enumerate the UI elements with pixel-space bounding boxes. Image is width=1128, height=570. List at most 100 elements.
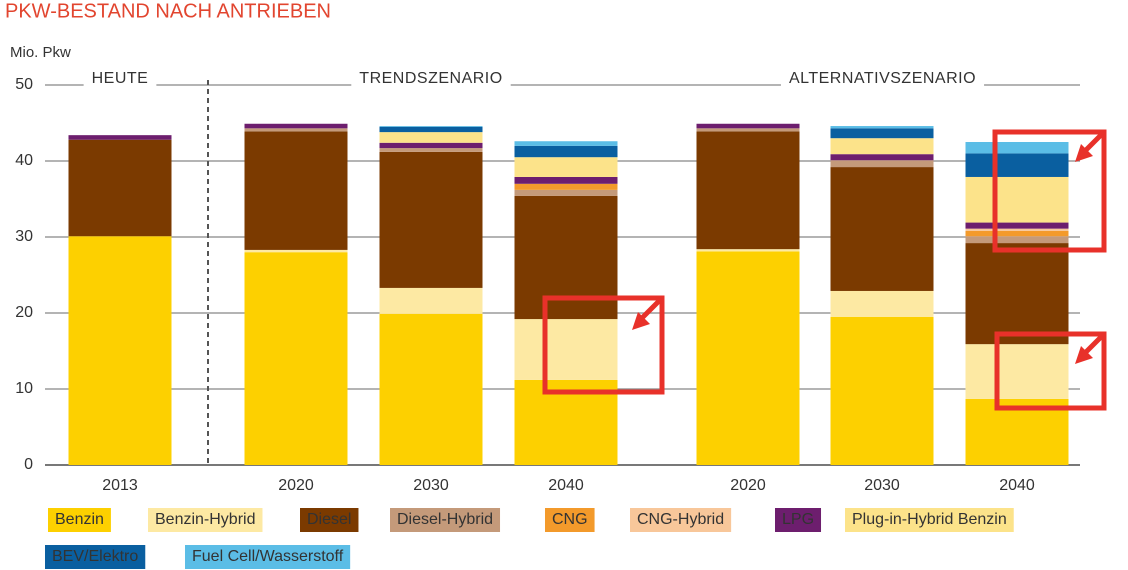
bar-segment bbox=[830, 290, 934, 317]
y-tick-label: 50 bbox=[15, 76, 33, 93]
legend-label: Benzin-Hybrid bbox=[155, 511, 255, 528]
bar-segment bbox=[965, 153, 1069, 177]
bar-segment bbox=[830, 160, 934, 168]
bar-segment bbox=[830, 128, 934, 139]
legend-label: BEV/Elektro bbox=[52, 548, 138, 565]
bar-segment bbox=[514, 145, 618, 158]
arrow bbox=[1082, 334, 1104, 356]
bar-segment bbox=[244, 131, 348, 250]
bar-segment bbox=[379, 287, 483, 314]
legend-swatch bbox=[45, 545, 146, 569]
bar-segment bbox=[830, 167, 934, 291]
bar-segment bbox=[696, 131, 800, 250]
legend-swatch bbox=[775, 508, 822, 532]
bar-segment bbox=[514, 141, 618, 146]
legend-swatch bbox=[185, 545, 351, 569]
group-label-bg bbox=[780, 70, 985, 92]
arrow bbox=[1082, 132, 1104, 154]
bar-segment bbox=[514, 189, 618, 196]
bar-segment bbox=[965, 176, 1069, 223]
bar-segment bbox=[965, 228, 1069, 231]
legend-swatch bbox=[845, 508, 1014, 532]
group-label-bg bbox=[351, 70, 511, 92]
overlay: HEUTE TRENDSZENARIO ALTERNATIVSZENARIO bbox=[83, 70, 985, 92]
arrow-head bbox=[1075, 144, 1093, 162]
bar-segment bbox=[379, 142, 483, 149]
bar-segment bbox=[68, 236, 172, 465]
x-tick-label: 2040 bbox=[999, 477, 1035, 494]
legend-label: Fuel Cell/Wasserstoff bbox=[192, 548, 344, 565]
legend-swatch bbox=[300, 508, 359, 532]
bar-segment bbox=[379, 151, 483, 288]
legend-label: CNG bbox=[552, 511, 588, 528]
legend-label: Benzin bbox=[55, 511, 104, 528]
group-label: ALTERNATIVSZENARIO bbox=[789, 70, 976, 87]
highlight-box bbox=[994, 331, 1107, 411]
bar-segment bbox=[830, 126, 934, 129]
group-label: HEUTE bbox=[92, 70, 149, 87]
group-label: TRENDSZENARIO bbox=[359, 70, 502, 87]
x-tick-label: 2020 bbox=[730, 477, 766, 494]
bar-segment bbox=[514, 183, 618, 190]
bar-segment bbox=[68, 139, 172, 237]
bar-segment bbox=[965, 230, 1069, 237]
bar-segment bbox=[244, 249, 348, 253]
bar-segment bbox=[514, 319, 618, 380]
legend-label: CNG-Hybrid bbox=[637, 511, 724, 528]
bar-segment bbox=[965, 243, 1069, 345]
bar-segment bbox=[379, 313, 483, 465]
bar-segment bbox=[68, 135, 172, 140]
legend-label: Diesel bbox=[307, 511, 351, 528]
x-tick-label: 2020 bbox=[278, 477, 314, 494]
y-tick-label: 20 bbox=[15, 304, 33, 321]
legend-swatch bbox=[48, 508, 111, 532]
y-tick-label: 10 bbox=[15, 380, 33, 397]
x-tick-label: 2040 bbox=[548, 477, 584, 494]
bar-segment bbox=[379, 126, 483, 133]
legend-label: Diesel-Hybrid bbox=[397, 511, 493, 528]
bar-segment bbox=[696, 249, 800, 252]
legend-swatch bbox=[630, 508, 732, 532]
x-tick-label: 2013 bbox=[102, 477, 138, 494]
bar-segment bbox=[965, 142, 1069, 154]
bar-segment bbox=[830, 154, 934, 161]
arrow-head bbox=[632, 312, 650, 330]
bar-segment bbox=[244, 128, 348, 132]
bar-segment bbox=[244, 252, 348, 465]
bar-segment bbox=[696, 128, 800, 132]
bar-segment bbox=[514, 176, 618, 184]
y-tick-label: 0 bbox=[24, 456, 33, 473]
bar-segment bbox=[830, 316, 934, 465]
bar-segment bbox=[379, 126, 483, 127]
x-tick-label: 2030 bbox=[864, 477, 900, 494]
group-label-bg bbox=[83, 70, 157, 92]
arrow-head bbox=[1075, 346, 1093, 364]
annotations bbox=[542, 129, 1107, 411]
legend-label: LPG bbox=[782, 511, 814, 528]
legend-swatch bbox=[545, 508, 595, 532]
bar-segment bbox=[696, 251, 800, 465]
bar-segment bbox=[965, 222, 1069, 229]
bar-segment bbox=[244, 123, 348, 129]
bar-segment bbox=[830, 138, 934, 155]
legend-swatch bbox=[390, 508, 501, 532]
legend-swatch bbox=[148, 508, 263, 532]
y-tick-label: 40 bbox=[15, 152, 33, 169]
highlight-box bbox=[992, 129, 1107, 253]
bar-segment bbox=[379, 132, 483, 143]
highlight-box bbox=[542, 295, 665, 395]
bar-segment bbox=[696, 123, 800, 129]
bar-segment bbox=[965, 236, 1069, 244]
bar-segment bbox=[379, 148, 483, 152]
bar-segment bbox=[965, 344, 1069, 399]
x-tick-label: 2030 bbox=[413, 477, 449, 494]
y-tick-label: 30 bbox=[15, 228, 33, 245]
arrow bbox=[638, 298, 662, 322]
bar-segment bbox=[514, 157, 618, 177]
bars: 2013 2020 2030 2040 2020 2030 2040 bbox=[68, 123, 1069, 494]
legend-label: Plug-in-Hybrid Benzin bbox=[852, 511, 1007, 528]
bar-segment bbox=[514, 195, 618, 320]
chart-title: PKW-BESTAND NACH ANTRIEBEN bbox=[5, 0, 331, 22]
